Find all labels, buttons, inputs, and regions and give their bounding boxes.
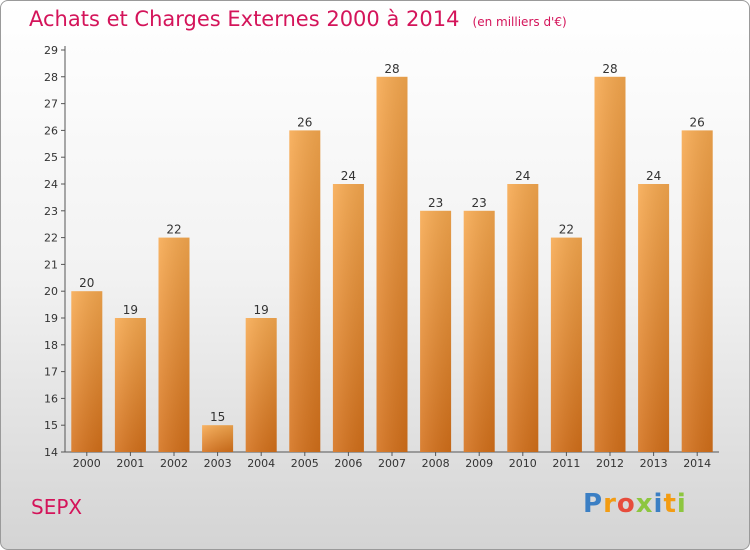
data-label: 26 [297, 115, 312, 129]
logo-letter: t [663, 489, 677, 519]
y-tick-label: 22 [44, 232, 58, 245]
y-tick-label: 23 [44, 205, 58, 218]
y-tick-label: 19 [44, 312, 58, 325]
data-label: 15 [210, 410, 225, 424]
y-tick-label: 16 [44, 392, 58, 405]
data-label: 26 [690, 115, 705, 129]
data-label: 28 [602, 62, 617, 76]
chart-title: Achats et Charges Externes 2000 à 2014 [29, 7, 460, 31]
y-tick-label: 18 [44, 339, 58, 352]
title-row: Achats et Charges Externes 2000 à 2014 (… [29, 7, 567, 31]
data-label: 28 [384, 62, 399, 76]
logo-letter: i [676, 489, 687, 519]
x-tick-label: 2006 [334, 457, 362, 470]
x-tick-label: 2011 [552, 457, 580, 470]
x-tick-label: 2003 [204, 457, 232, 470]
data-label: 22 [559, 223, 574, 237]
logo-letter: r [603, 489, 617, 519]
chart-unit: (en milliers d'€) [472, 15, 567, 29]
data-label: 20 [79, 276, 94, 290]
x-tick-label: 2012 [596, 457, 624, 470]
entity-name: SEPX [31, 495, 83, 519]
bar-shade [507, 184, 539, 452]
x-tick-label: 2013 [640, 457, 668, 470]
data-label: 24 [341, 169, 356, 183]
y-tick-label: 24 [44, 178, 58, 191]
bar-shade [594, 76, 626, 453]
y-tick-label: 21 [44, 258, 58, 271]
data-label: 24 [515, 169, 530, 183]
y-tick-label: 25 [44, 151, 58, 164]
data-label: 22 [166, 223, 181, 237]
y-tick-label: 29 [44, 44, 58, 57]
bar-shade [420, 210, 452, 452]
y-tick-label: 20 [44, 285, 58, 298]
bar-shade [332, 184, 364, 452]
y-tick-label: 17 [44, 366, 58, 379]
bar-shade [638, 184, 670, 452]
bar-shade [114, 318, 146, 452]
bar-shade [158, 237, 190, 452]
y-tick-label: 27 [44, 98, 58, 111]
bar-shade [245, 318, 277, 452]
data-label: 24 [646, 169, 661, 183]
logo-letter: x [635, 489, 654, 519]
y-tick-label: 28 [44, 71, 58, 84]
logo-letter: P [583, 489, 604, 519]
logo-letter: o [616, 489, 636, 519]
y-tick-label: 14 [44, 446, 58, 459]
proxiti-logo: Proxiti [583, 489, 687, 519]
data-label: 19 [254, 303, 269, 317]
bar-shade [376, 76, 408, 453]
bar-shade [202, 425, 234, 452]
x-tick-label: 2009 [465, 457, 493, 470]
x-tick-label: 2008 [422, 457, 450, 470]
x-tick-label: 2005 [291, 457, 319, 470]
bar-shade [289, 130, 321, 452]
data-label: 23 [472, 196, 487, 210]
x-tick-label: 2014 [683, 457, 711, 470]
x-tick-label: 2001 [116, 457, 144, 470]
logo-letter: i [653, 489, 664, 519]
bar-shade [71, 291, 103, 452]
x-tick-label: 2010 [509, 457, 537, 470]
x-tick-label: 2007 [378, 457, 406, 470]
x-tick-label: 2000 [73, 457, 101, 470]
y-tick-label: 15 [44, 419, 58, 432]
data-label: 19 [123, 303, 138, 317]
bar-shade [681, 130, 713, 452]
bar-shade [463, 210, 495, 452]
bar-shade [550, 237, 582, 452]
x-tick-label: 2004 [247, 457, 275, 470]
data-label: 23 [428, 196, 443, 210]
y-tick-label: 26 [44, 124, 58, 137]
x-tick-label: 2002 [160, 457, 188, 470]
